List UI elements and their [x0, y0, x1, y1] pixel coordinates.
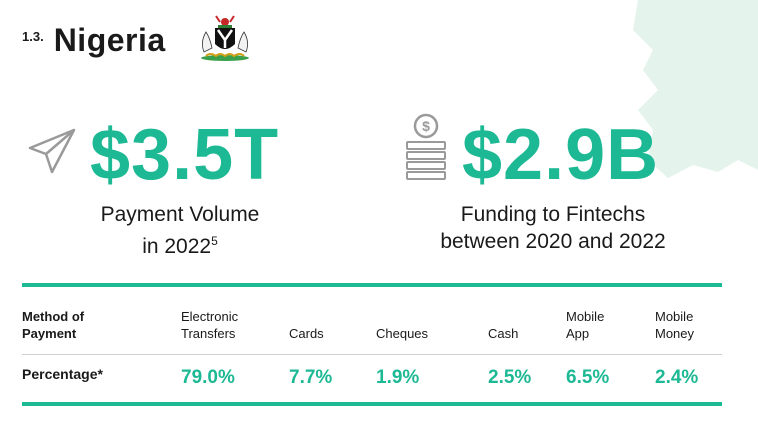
- fintech-funding-value: $2.9B: [462, 115, 660, 195]
- payment-volume-label-line2: in 20225: [142, 234, 218, 258]
- table-header-mobile-money: Mobile Money: [655, 309, 695, 341]
- payment-volume-value: $3.5T: [90, 115, 280, 195]
- section-header: 1.3. Nigeria: [22, 22, 166, 59]
- value-electronic-transfers: 79.0%: [181, 367, 235, 388]
- value-cheques: 1.9%: [376, 367, 420, 388]
- value-cards: 7.7%: [289, 367, 333, 388]
- svg-text:$: $: [422, 118, 430, 134]
- footnote-marker: 5: [211, 234, 218, 248]
- country-title: Nigeria: [53, 22, 166, 58]
- table-top-rule: [22, 283, 722, 287]
- coin-stack-icon: $: [406, 113, 446, 180]
- table-header-electronic-transfers: Electronic Transfers: [181, 309, 239, 341]
- table-divider: [22, 354, 722, 355]
- payment-volume-label-line1: Payment Volume: [100, 203, 260, 226]
- table-header-cash: Cash: [488, 326, 519, 341]
- value-cash: 2.5%: [488, 367, 532, 388]
- table-row-label: Percentage*: [22, 366, 103, 382]
- map-background: [633, 0, 758, 178]
- table-header-cheques: Cheques: [376, 326, 429, 341]
- table-header-mobile-app: Mobile App: [566, 309, 605, 341]
- table-bottom-rule: [22, 402, 722, 406]
- fintech-funding-label-line1: Funding to Fintechs: [460, 203, 646, 226]
- value-mobile-money: 2.4%: [655, 367, 699, 388]
- table-header-method: Method of Payment: [22, 309, 85, 341]
- paper-plane-icon: [28, 128, 76, 174]
- fintech-funding-label-line2: between 2020 and 2022: [440, 230, 666, 253]
- nigeria-coat-of-arms-icon: [201, 15, 249, 61]
- section-number: 1.3.: [22, 29, 44, 44]
- value-mobile-app: 6.5%: [566, 367, 610, 388]
- table-header-cards: Cards: [289, 326, 324, 341]
- payment-volume-label: Payment Volume in 20225: [70, 201, 290, 260]
- fintech-funding-label: Funding to Fintechs between 2020 and 202…: [408, 201, 698, 255]
